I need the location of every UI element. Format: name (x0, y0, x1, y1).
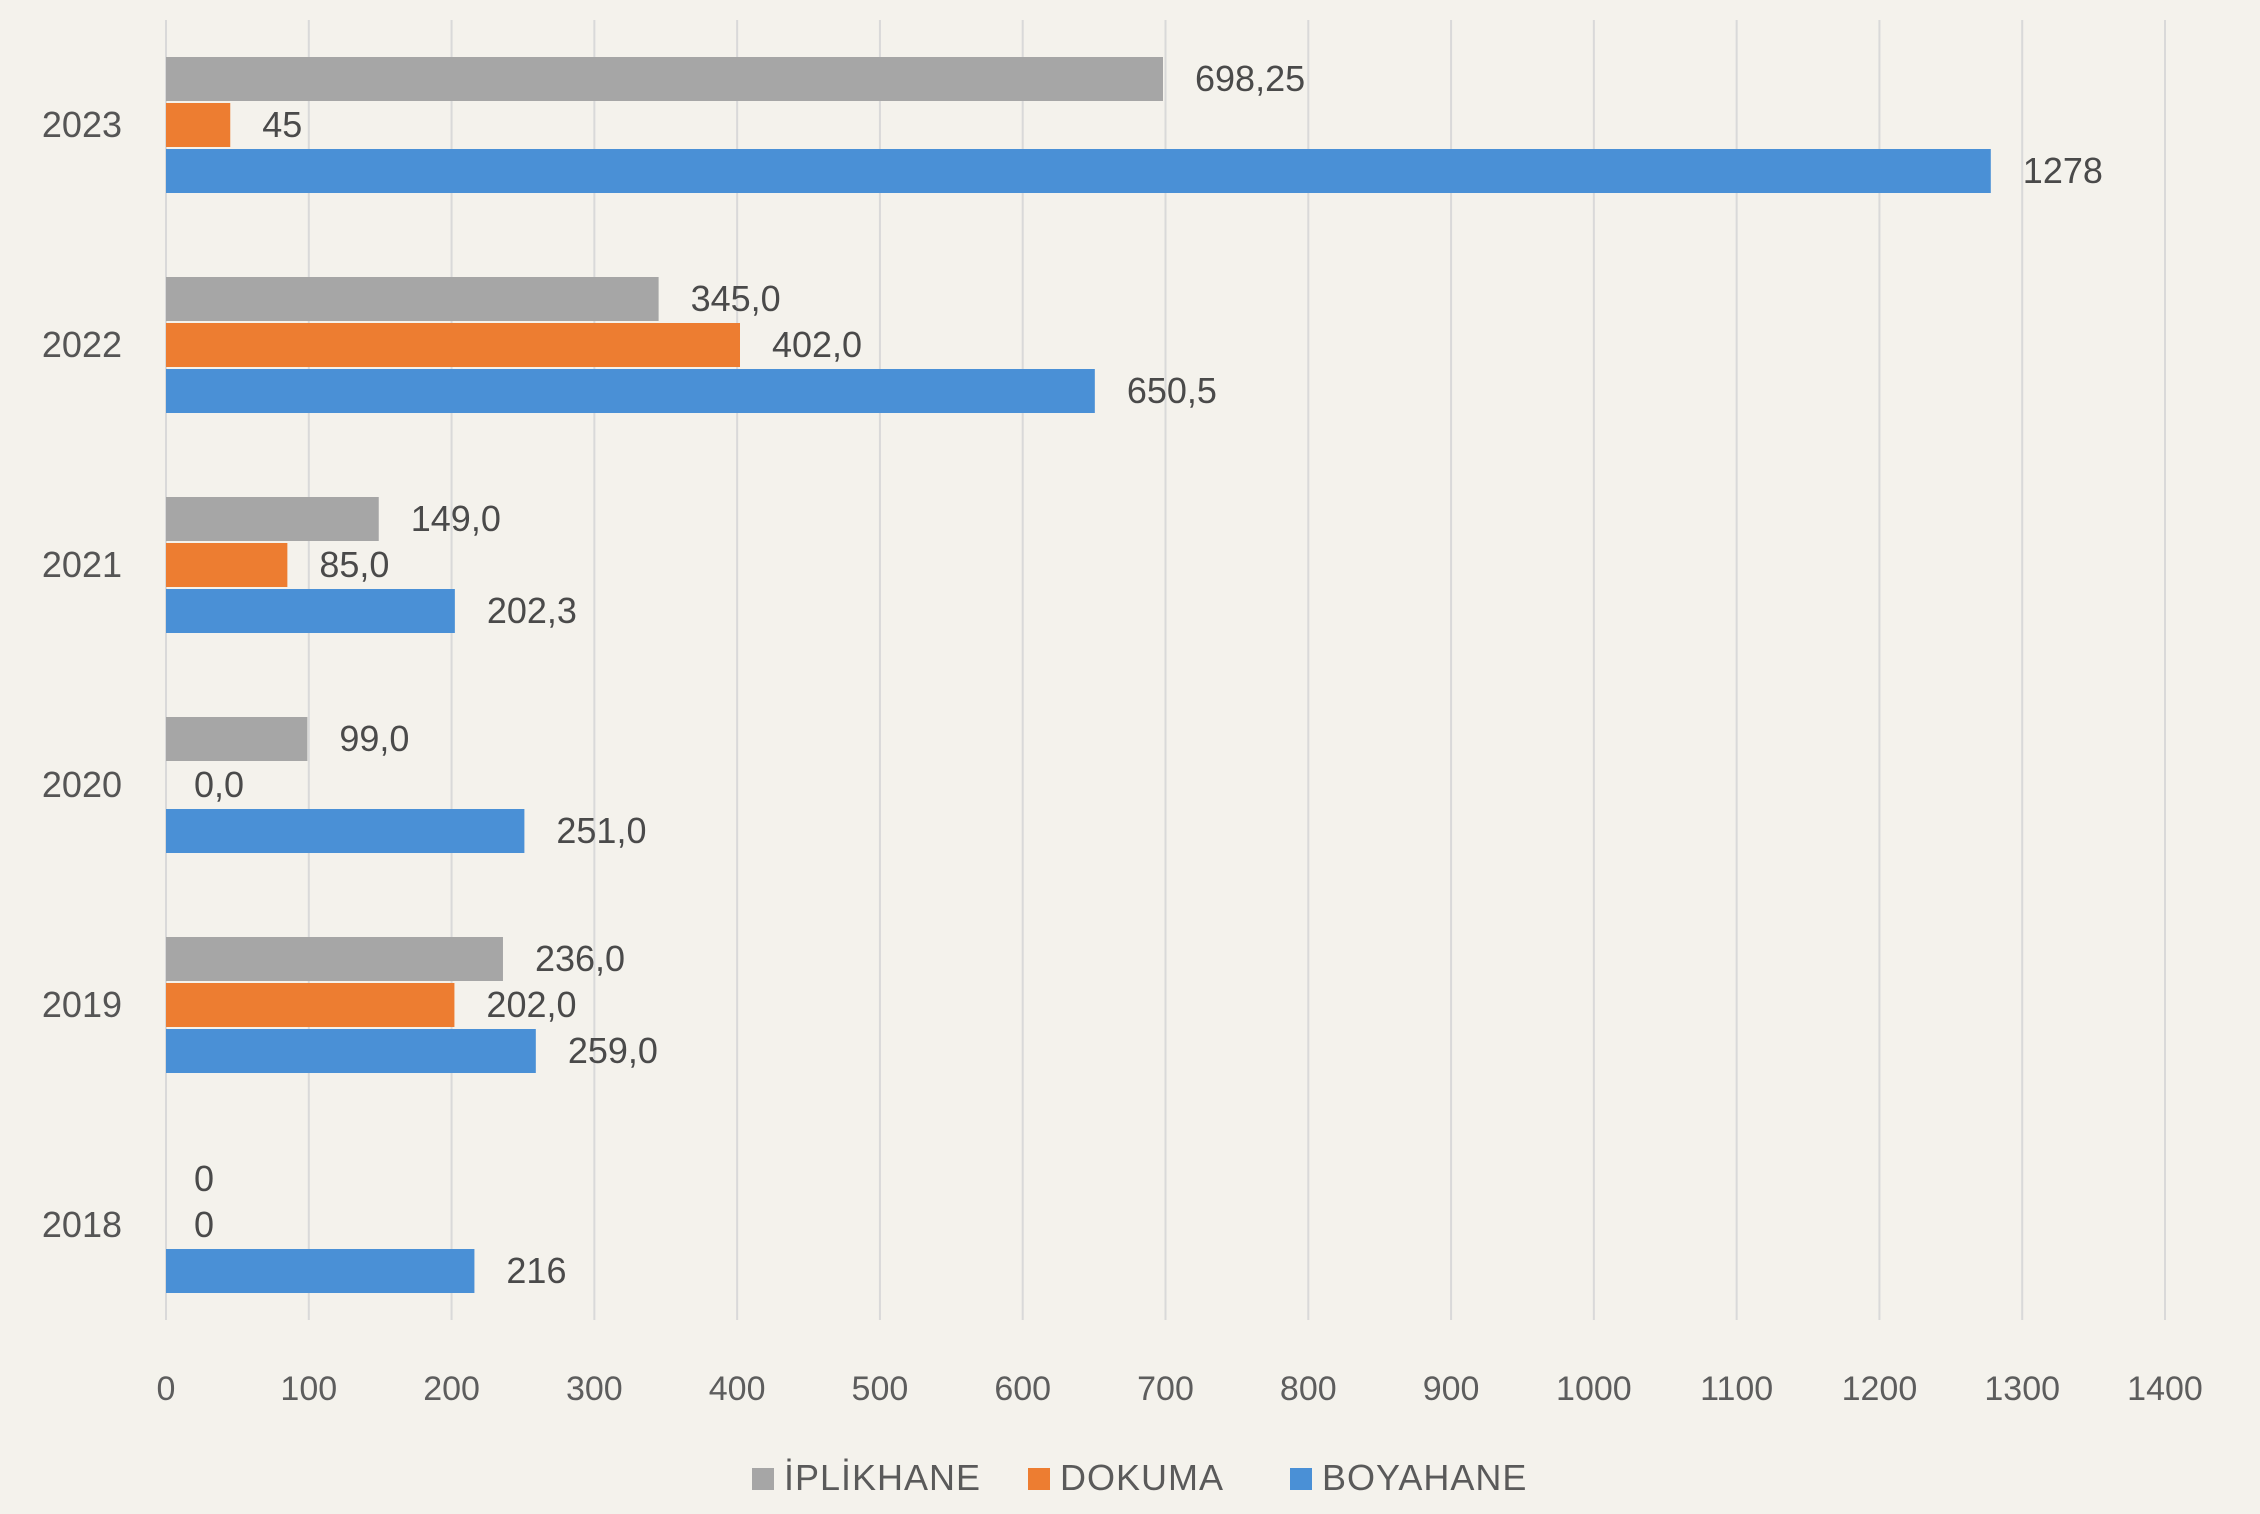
data-label: 1278 (2023, 150, 2103, 191)
category-label: 2022 (42, 324, 122, 365)
bar (166, 149, 1991, 193)
x-tick-label: 800 (1280, 1370, 1337, 1408)
x-tick-label: 0 (157, 1370, 176, 1408)
legend-label: İPLİKHANE (784, 1457, 981, 1498)
bar (166, 983, 455, 1027)
axes: 0 100 200 300 400 500 600 700 800 900 1000 1100 1200… (42, 104, 2203, 1408)
data-label: 85,0 (319, 544, 389, 585)
x-tick-label: 500 (852, 1370, 909, 1408)
legend: İPLİKHANE DOKUMA BOYAHANE (752, 1457, 1527, 1498)
bar (166, 1249, 475, 1293)
category-label: 2018 (42, 1204, 122, 1245)
legend-label: DOKUMA (1060, 1457, 1224, 1498)
data-label: 698,25 (1195, 58, 1305, 99)
x-tick-label: 1200 (1842, 1370, 1918, 1408)
category-label: 2023 (42, 104, 122, 145)
bar (166, 809, 525, 853)
bar (166, 57, 1164, 101)
data-label: 99,0 (339, 718, 409, 759)
x-tick-label: 1100 (1700, 1370, 1773, 1408)
x-tick-label: 100 (280, 1370, 337, 1408)
data-label: 216 (506, 1250, 566, 1291)
bar (166, 543, 288, 587)
data-label: 251,0 (556, 810, 646, 851)
data-label: 236,0 (535, 938, 625, 979)
x-tick-label: 700 (1137, 1370, 1194, 1408)
data-label: 650,5 (1127, 370, 1217, 411)
x-tick-label: 300 (566, 1370, 623, 1408)
legend-label: BOYAHANE (1322, 1457, 1527, 1498)
category-label: 2021 (42, 544, 122, 585)
legend-swatch (752, 1468, 774, 1490)
x-tick-label: 200 (423, 1370, 480, 1408)
legend-swatch (1290, 1468, 1312, 1490)
bar (166, 323, 740, 367)
legend-swatch (1028, 1468, 1050, 1490)
grid-lines (165, 20, 2166, 1320)
data-label: 402,0 (772, 324, 862, 365)
category-label: 2020 (42, 764, 122, 805)
data-labels: 698,25 345,0 149,0 99,0 236,0 0 45 402,0 85,0 0,0… (194, 58, 2103, 1291)
bar (166, 589, 455, 633)
category-label: 2019 (42, 984, 122, 1025)
bar (166, 497, 379, 541)
x-tick-label: 1400 (2127, 1370, 2203, 1408)
x-tick-label: 1300 (1984, 1370, 2060, 1408)
bar (166, 1029, 536, 1073)
data-label: 259,0 (568, 1030, 658, 1071)
data-label: 345,0 (691, 278, 781, 319)
data-label: 202,0 (486, 984, 576, 1025)
x-tick-label: 600 (994, 1370, 1051, 1408)
bar (166, 277, 659, 321)
data-label: 0 (194, 1204, 214, 1245)
x-tick-label: 900 (1423, 1370, 1480, 1408)
data-label: 0 (194, 1158, 214, 1199)
bar (166, 369, 1095, 413)
x-tick-label: 1000 (1556, 1370, 1632, 1408)
bars (166, 57, 1991, 1293)
data-label: 202,3 (487, 590, 577, 631)
bar (166, 937, 503, 981)
bar (166, 103, 231, 147)
x-tick-label: 400 (709, 1370, 766, 1408)
bar (166, 717, 308, 761)
data-label: 45 (262, 104, 302, 145)
data-label: 0,0 (194, 764, 244, 805)
data-label: 149,0 (411, 498, 501, 539)
